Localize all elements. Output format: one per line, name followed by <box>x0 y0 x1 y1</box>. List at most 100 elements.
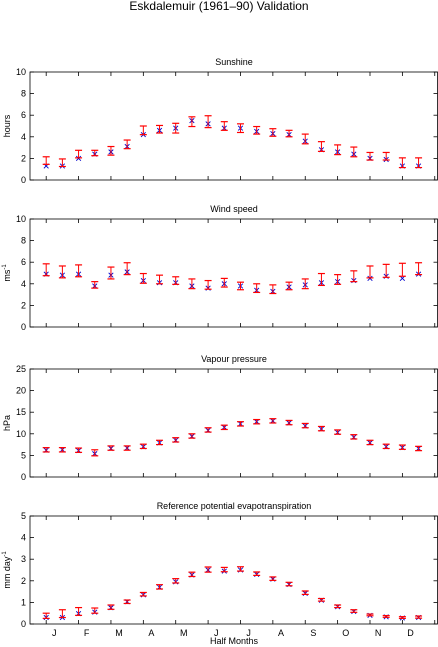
y-axis-label-superscript: -1 <box>2 551 8 557</box>
observed-errorbar <box>334 274 342 285</box>
observed-errorbar <box>253 283 261 294</box>
observed-errorbar <box>382 614 390 618</box>
y-axis-label: hours <box>2 114 12 137</box>
x-axis-label: Half Months <box>210 636 259 646</box>
axes-frame <box>29 368 438 478</box>
observed-errorbar <box>107 445 115 451</box>
observed-errorbar <box>301 278 309 290</box>
observed-errorbar <box>156 439 164 446</box>
observed-errorbar <box>366 265 374 279</box>
observed-errorbar <box>139 272 147 284</box>
y-tick-label: 2 <box>21 153 26 163</box>
x-tick-label-month: J <box>214 628 219 638</box>
observed-errorbar <box>301 422 309 429</box>
observed-errorbar <box>123 139 131 150</box>
observed-errorbar <box>236 421 244 427</box>
observed-errorbar <box>398 262 406 277</box>
y-tick-label: 5 <box>21 450 26 460</box>
y-tick-label: 10 <box>16 429 26 439</box>
y-tick-label: 10 <box>16 214 26 224</box>
observed-errorbar <box>123 262 131 276</box>
observed-errorbar <box>91 607 99 614</box>
observed-errorbar <box>398 157 406 169</box>
observed-errorbar <box>188 571 196 578</box>
observed-errorbar <box>172 122 180 134</box>
y-tick-label: 15 <box>16 407 26 417</box>
y-tick-label: 6 <box>21 110 26 120</box>
observed-errorbar <box>107 145 115 156</box>
axes-frame <box>29 71 438 181</box>
x-tick-label-month: M <box>115 628 123 638</box>
observed-errorbar <box>58 265 66 279</box>
observed-errorbar <box>236 566 244 572</box>
y-tick-label: 0 <box>21 322 26 332</box>
x-tick-label-month: J <box>52 628 57 638</box>
observed-errorbar <box>317 141 325 152</box>
observed-errorbar <box>253 571 261 577</box>
observed-errorbar <box>382 263 390 278</box>
panel-title: Vapour pressure <box>201 354 267 364</box>
y-tick-label: 0 <box>21 175 26 185</box>
observed-errorbar <box>301 133 309 145</box>
observed-errorbar <box>398 616 406 619</box>
observed-errorbar <box>75 149 83 159</box>
y-tick-label: 2 <box>21 576 26 586</box>
observed-errorbar <box>415 445 423 452</box>
observed-errorbar <box>42 612 50 619</box>
observed-errorbar <box>236 281 244 291</box>
observed-errorbar <box>58 447 66 453</box>
panel-4: Reference potential evapotranspiration 0 1… <box>2 501 438 638</box>
y-tick-label: 0 <box>21 472 26 482</box>
observed-errorbar <box>415 157 423 169</box>
observed-errorbar <box>91 281 99 289</box>
observed-errorbar <box>269 284 277 295</box>
y-tick-label: 25 <box>16 364 26 374</box>
observed-errorbar <box>123 445 131 451</box>
observed-errorbar <box>382 151 390 161</box>
observed-errorbar <box>156 124 164 134</box>
observed-errorbar <box>220 424 228 431</box>
y-tick-label: 4 <box>21 132 26 142</box>
y-tick-label: 8 <box>21 89 26 99</box>
observed-errorbar <box>75 447 83 453</box>
observed-errorbar <box>107 604 115 610</box>
y-tick-label: 2 <box>21 300 26 310</box>
observed-errorbar <box>285 419 293 426</box>
observed-errorbar <box>253 418 261 425</box>
observed-errorbar <box>317 597 325 602</box>
y-axis-label: ms-1 <box>2 264 12 282</box>
observed-errorbar <box>188 116 196 128</box>
observed-errorbar <box>366 151 374 161</box>
observed-errorbar <box>366 439 374 446</box>
observed-errorbar <box>156 274 164 285</box>
modelled-point <box>399 275 405 282</box>
y-tick-label: 4 <box>21 279 26 289</box>
observed-errorbar <box>398 444 406 450</box>
observed-errorbar <box>91 149 99 157</box>
observed-errorbar <box>42 447 50 453</box>
observed-errorbar <box>285 129 293 138</box>
x-tick-label-month: D <box>407 628 414 638</box>
y-axis-label-superscript: -1 <box>2 264 8 270</box>
observed-errorbar <box>350 609 358 613</box>
y-axis-label: hPa <box>2 415 12 431</box>
y-axis-label: mm day-1 <box>2 551 12 589</box>
y-tick-label: 5 <box>21 511 26 521</box>
observed-errorbar <box>285 281 293 291</box>
observed-errorbar <box>317 272 325 287</box>
x-tick-label-month: A <box>278 628 284 638</box>
panel-3: Vapour pressure 0 5 10 15 20 25 hPa <box>2 354 438 482</box>
x-tick-label-month: F <box>84 628 90 638</box>
observed-errorbar <box>350 270 358 283</box>
observed-errorbar <box>253 125 261 135</box>
observed-errorbar <box>269 128 277 137</box>
y-tick-label: 20 <box>16 386 26 396</box>
observed-errorbar <box>156 584 164 590</box>
observed-errorbar <box>172 437 180 443</box>
axes-frame <box>29 218 438 328</box>
panel-1: Sunshine 0 2 4 6 8 10 hours <box>2 57 438 185</box>
observed-errorbar <box>382 443 390 450</box>
x-tick-label-month: A <box>148 628 154 638</box>
